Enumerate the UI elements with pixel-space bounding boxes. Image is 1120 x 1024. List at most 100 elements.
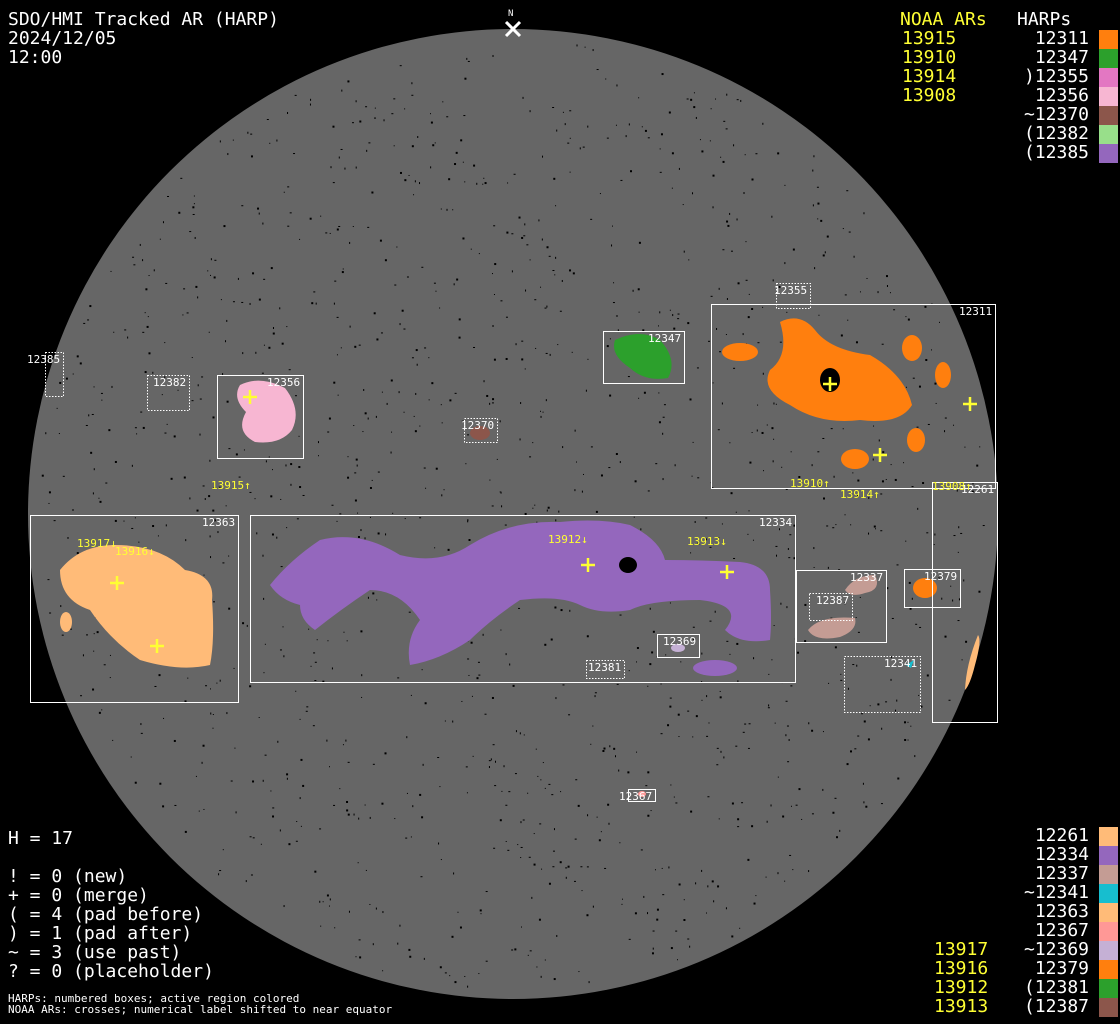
speckle [832, 527, 835, 529]
speckle [454, 392, 457, 394]
speckle [452, 720, 454, 723]
speckle [606, 345, 609, 348]
speckle [568, 714, 571, 716]
speckle [493, 358, 496, 361]
speckle [268, 456, 270, 458]
harp-box-label: 12341 [884, 657, 918, 670]
speckle [209, 459, 211, 462]
speckle [202, 485, 205, 487]
date-label: 2024/12/05 [8, 28, 117, 49]
harp-legend-label: (12382 [1023, 123, 1089, 144]
region-12370 [470, 426, 490, 440]
speckle [195, 775, 197, 777]
speckle [678, 736, 680, 738]
speckle [790, 805, 792, 807]
speckle [544, 307, 547, 309]
speckle [926, 532, 929, 534]
speckle [839, 829, 841, 832]
speckle [540, 415, 542, 418]
speckle [288, 843, 291, 846]
speckle [538, 918, 541, 921]
speckle [316, 639, 318, 641]
speckle [680, 661, 682, 663]
speckle [420, 876, 423, 878]
harp-color-swatch [1099, 941, 1118, 960]
speckle [186, 312, 189, 314]
speckle [403, 411, 405, 413]
speckle [798, 788, 801, 791]
speckle [336, 228, 339, 231]
speckle [735, 745, 738, 747]
speckle [535, 748, 537, 750]
speckle [785, 488, 788, 490]
speckle [822, 731, 824, 733]
speckle [885, 478, 887, 480]
speckle [596, 69, 599, 71]
speckle [659, 148, 661, 150]
speckle [300, 758, 303, 761]
speckle [675, 930, 678, 932]
speckle [167, 195, 170, 197]
speckle [671, 187, 673, 189]
speckle [393, 98, 396, 100]
speckle [465, 766, 468, 768]
speckle [325, 232, 328, 234]
speckle [208, 495, 211, 498]
speckle [620, 179, 623, 181]
speckle [270, 790, 272, 792]
speckle [707, 885, 709, 888]
speckle [204, 498, 206, 501]
speckle [881, 727, 883, 730]
speckle [154, 685, 157, 687]
speckle [559, 861, 562, 864]
speckle [740, 99, 742, 102]
speckle [640, 849, 643, 851]
speckle [950, 585, 952, 587]
speckle [494, 760, 496, 763]
speckle [250, 155, 253, 158]
north-label: N [508, 9, 514, 19]
speckle [707, 796, 710, 798]
speckle [448, 178, 451, 181]
speckle [454, 163, 457, 166]
speckle [642, 329, 645, 332]
speckle [583, 473, 585, 475]
speckle [178, 211, 181, 214]
speckle [56, 407, 58, 409]
speckle [963, 579, 965, 582]
speckle [880, 530, 883, 532]
speckle [736, 218, 738, 221]
speckle [347, 476, 350, 479]
speckle [208, 331, 210, 333]
speckle [526, 244, 529, 246]
speckle [556, 129, 558, 132]
speckle [785, 700, 788, 702]
speckle [147, 316, 149, 318]
speckle [877, 703, 880, 706]
speckle [232, 301, 235, 303]
speckle [140, 723, 142, 726]
speckle [101, 709, 103, 711]
speckle [768, 704, 770, 707]
speckle [258, 717, 260, 719]
speckle [453, 872, 455, 875]
speckle [98, 711, 101, 714]
speckle [748, 293, 750, 295]
speckle [930, 349, 932, 351]
speckle [672, 314, 674, 317]
speckle [567, 865, 570, 868]
speckle [192, 206, 195, 209]
speckle [354, 499, 357, 502]
speckle [404, 518, 406, 520]
speckle [458, 336, 461, 339]
speckle [532, 442, 534, 444]
speckle [417, 136, 419, 139]
speckle [363, 388, 365, 391]
speckle [505, 840, 507, 842]
speckle [788, 738, 790, 741]
speckle [228, 448, 231, 450]
speckle [377, 532, 380, 535]
speckle [737, 680, 739, 683]
speckle [509, 663, 511, 666]
